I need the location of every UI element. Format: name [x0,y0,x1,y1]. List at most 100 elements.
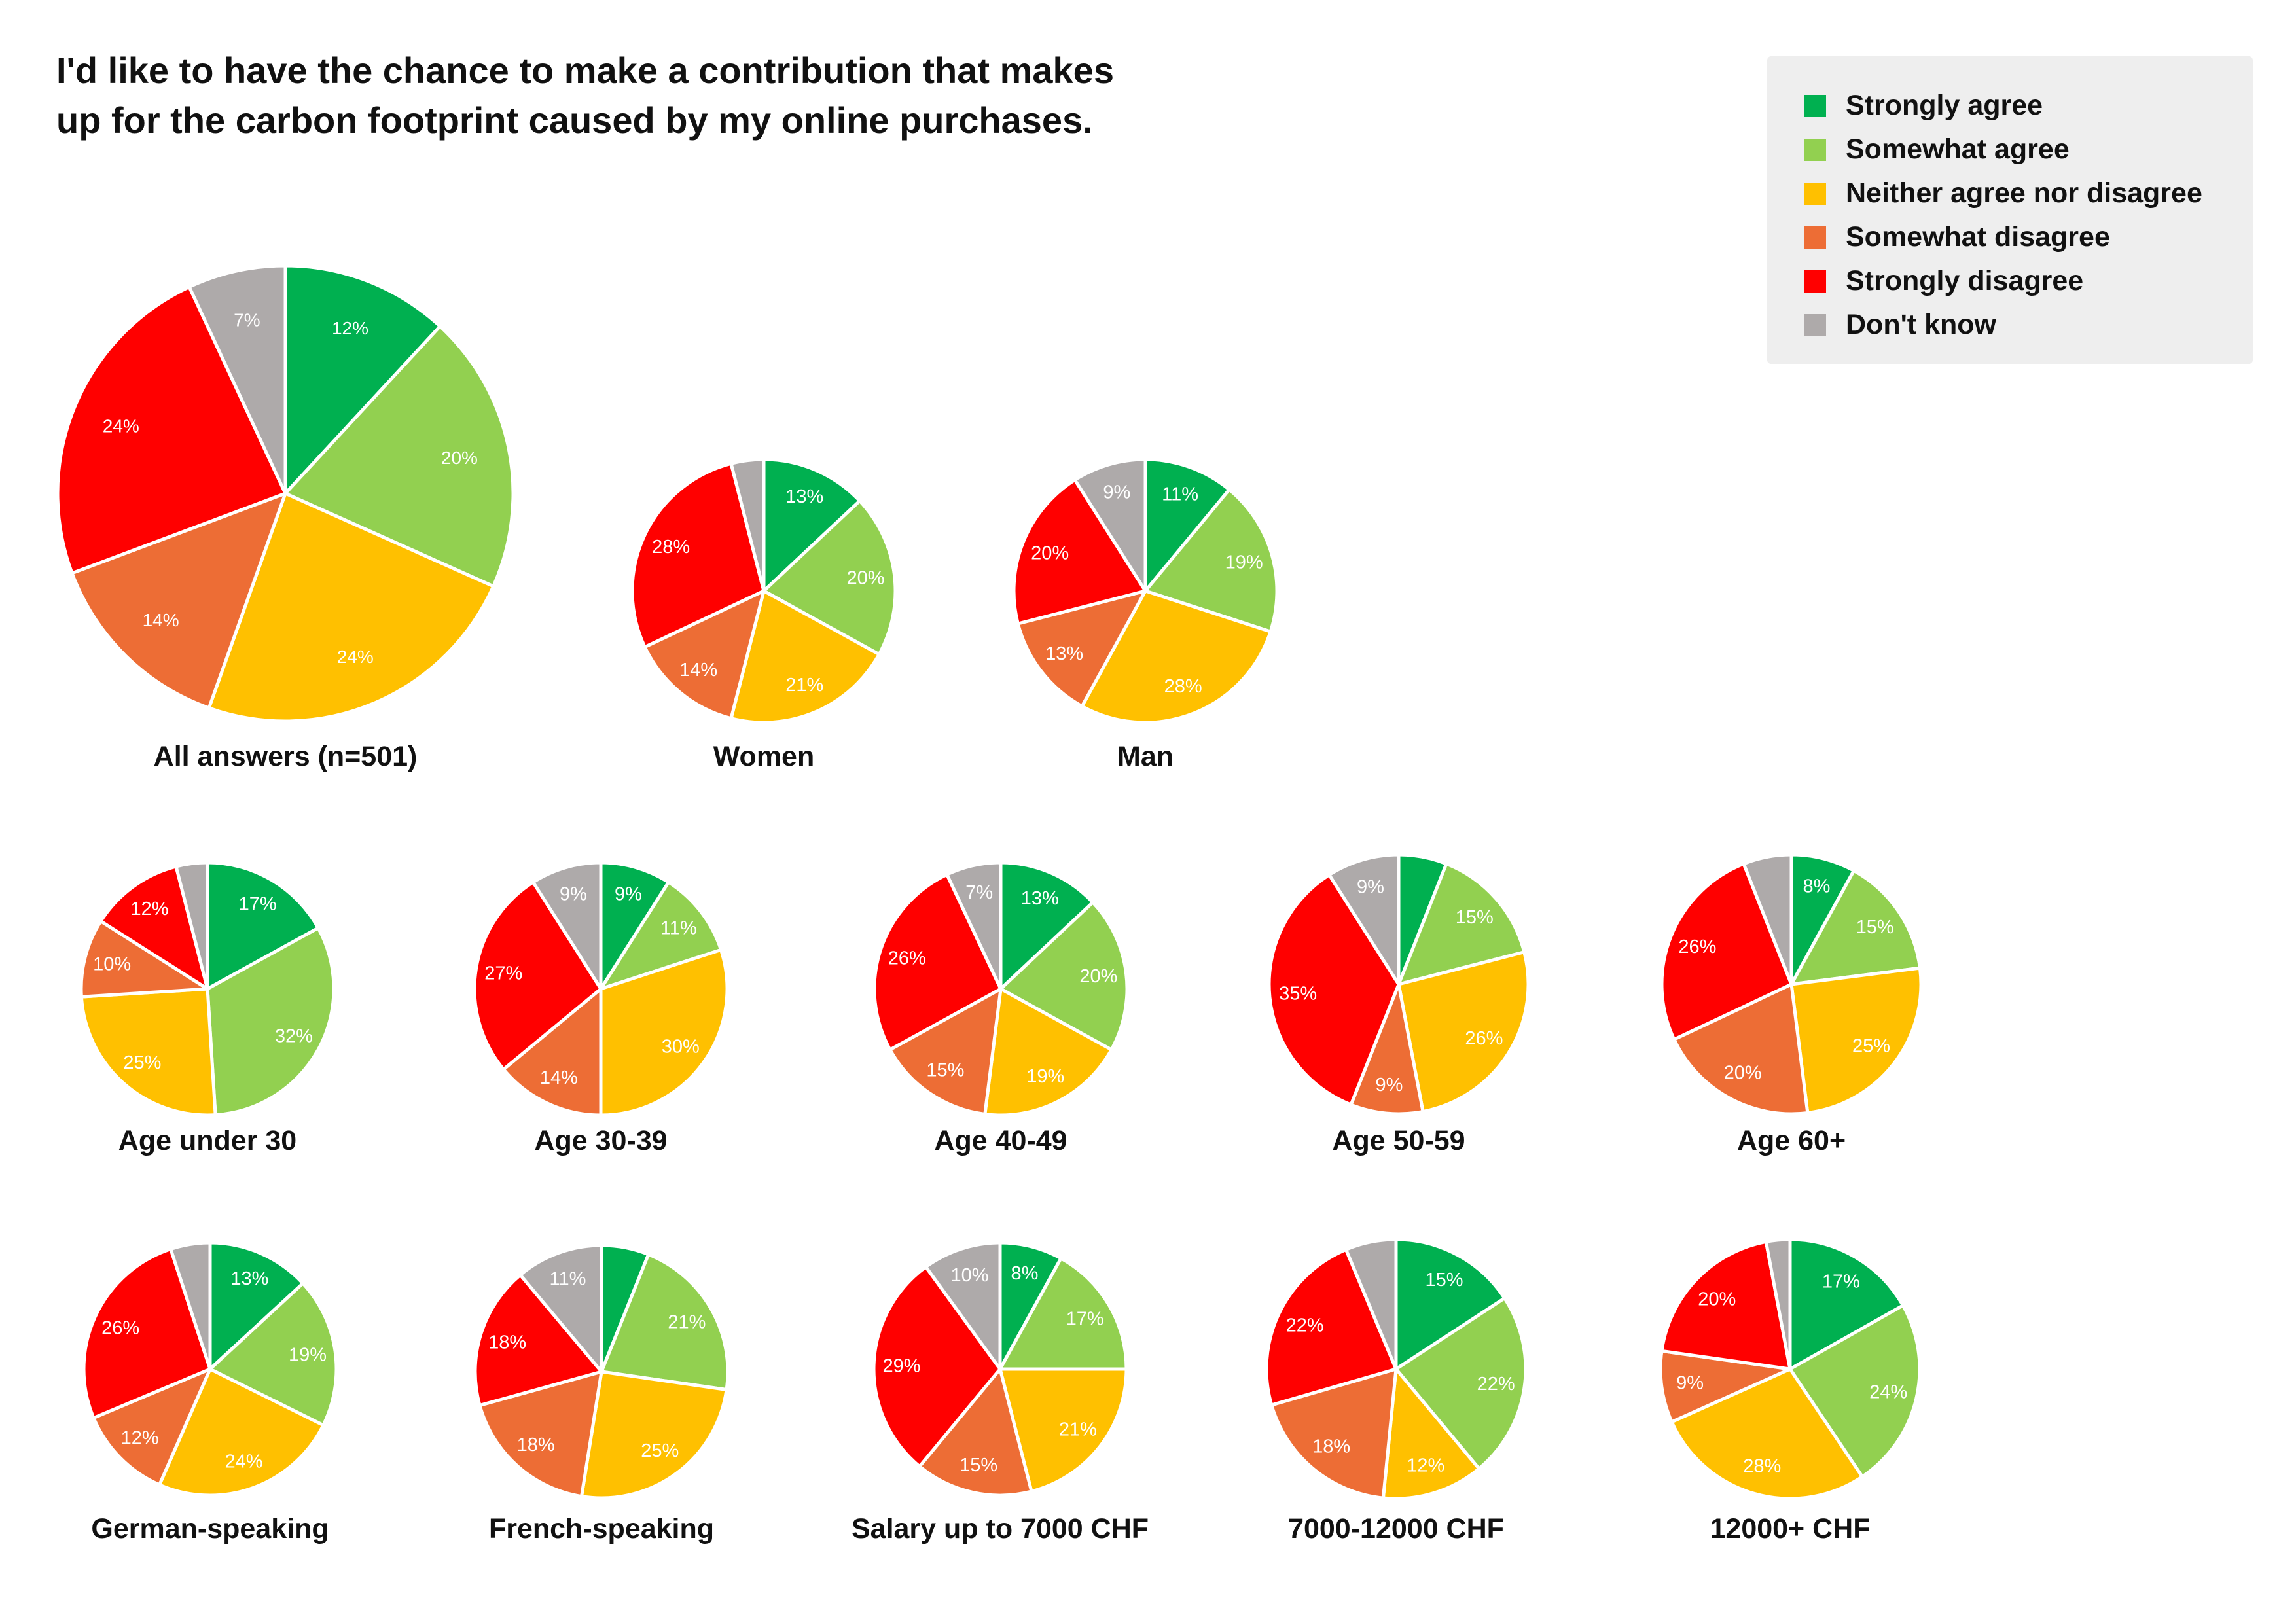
pie-german-speaking: 13% 19% 24% 12% 26% German-speaking [82,1241,338,1544]
pie-data-label: 11% [550,1269,586,1290]
pie-data-label: 17% [1822,1272,1860,1293]
pie-slice-strongly-disagree [473,1273,603,1407]
pie-slice-somewhat-disagree [1016,589,1147,708]
pie-slice-somewhat-agree [998,1257,1128,1371]
pie-slice-strongly-disagree [473,880,603,1071]
legend-item-strongly-disagree: Strongly disagree [1804,259,2253,303]
pie-data-label: 22% [1477,1374,1515,1395]
pie-slice-somewhat-agree [762,499,897,656]
pie-age-60: 8% 15% 25% 20% 26% Age 60+ [1660,853,1923,1156]
pie-slice-strongly-disagree [872,872,1003,1052]
legend-label: Somewhat disagree [1846,221,2110,253]
legend-label: Don't know [1846,309,1996,340]
pie-data-label: 11% [660,918,697,939]
pie-slice-neither-agree-nor-disagree [729,589,881,724]
pie-data-label: 15% [926,1060,964,1081]
pie-age-30-39: 9% 11% 30% 14% 27% 9% Age 30-39 [473,861,729,1156]
pie-caption: All answers (n=501) [154,741,418,772]
pie-data-label: 35% [1279,984,1317,1005]
pie-data-label: 22% [1286,1315,1324,1336]
pie-data-label: 20% [1079,966,1117,987]
pie-slice-strongly-disagree [56,285,287,575]
pie-data-label: 30% [662,1037,700,1058]
pie-slice-somewhat-agree [1397,862,1526,986]
pie-12000-chf: 17% 24% 28% 9% 20% 12000+ CHF [1659,1238,1922,1544]
pie-slice-strongly-disagree [872,1265,1002,1469]
pie-data-label: 13% [785,486,823,507]
pie-slice-strongly-agree [762,457,862,593]
pie-data-label: 9% [1376,1075,1403,1096]
pie-caption: Women [713,741,815,772]
chart-title-line-2: up for the carbon footprint caused by my… [56,99,1093,141]
pie-data-label: 7% [965,882,993,903]
pie-data-label: 7% [234,310,260,330]
pie-data-label: 9% [1357,877,1384,898]
pie-slice-somewhat-disagree [1349,982,1425,1116]
pie-age-under-30: 17% 32% 25% 10% 12% Age under 30 [79,861,336,1156]
pie-data-label: 10% [93,954,131,975]
pie-caption: 7000-12000 CHF [1288,1513,1504,1544]
pie-data-label: 12% [130,899,168,919]
pie-data-label: 12% [332,318,368,338]
pie-data-label: 18% [517,1435,555,1455]
legend-item-somewhat-disagree: Somewhat disagree [1804,215,2253,259]
pie-data-label: 20% [1031,543,1069,563]
pie-slice-strongly-disagree [1012,478,1147,626]
pie-data-label: 18% [1312,1436,1350,1457]
legend-swatch [1804,138,1826,161]
pie-caption: German-speaking [91,1513,329,1544]
pie-data-label: 15% [1456,907,1494,928]
pie-slice-neither-agree-nor-disagree [998,1367,1128,1493]
pie-data-label: 21% [1059,1419,1097,1440]
pie-data-label: 13% [1021,888,1059,909]
legend-label: Strongly disagree [1846,265,2084,296]
pie-data-label: 21% [785,675,823,696]
pie-slice-don-t-know [729,457,766,593]
pie-slice-strongly-agree [999,861,1095,991]
pie-slice-somewhat-disagree [70,491,287,710]
pie-data-label: 27% [484,963,522,984]
pie-caption: Age 50-59 [1332,1125,1465,1156]
pie-slice-neither-agree-nor-disagree [158,1367,325,1497]
pie-caption: Salary up to 7000 CHF [852,1513,1149,1544]
pie-slice-somewhat-disagree [478,1370,603,1499]
pie-data-label: 12% [1407,1455,1444,1476]
pie-age-40-49: 13% 20% 19% 15% 26% 7% Age 40-49 [872,861,1129,1156]
pie-slice-somewhat-agree [1394,1296,1528,1471]
pie-slice-neither-agree-nor-disagree [580,1370,728,1500]
legend-label: Neither agree nor disagree [1846,177,2202,209]
pie-slice-don-t-know [924,1241,1002,1371]
pie-slice-neither-agree-nor-disagree [79,987,217,1117]
pie-data-label: 10% [950,1265,988,1286]
pie-data-label: 28% [1743,1455,1781,1476]
pie-slice-don-t-know [1327,853,1401,986]
pie-slice-strongly-agree [1143,457,1231,593]
legend-swatch [1804,226,1826,249]
pie-caption: French-speaking [489,1513,714,1544]
pie-slice-somewhat-agree [999,901,1129,1052]
pie-data-label: 9% [1676,1373,1704,1394]
pie-data-label: 14% [143,610,179,630]
pie-slice-somewhat-agree [1789,868,1922,986]
pie-slice-somewhat-disagree [79,919,209,999]
pie-data-label: 20% [1724,1062,1762,1083]
pie-data-label: 8% [1803,876,1830,897]
pie-data-label: 25% [123,1052,161,1073]
legend-item-somewhat-agree: Somewhat agree [1804,128,2253,171]
legend: Strongly agree Somewhat agree Neither ag… [1767,56,2253,364]
pie-data-label: 24% [103,416,139,437]
pie-slice-somewhat-disagree [501,987,603,1117]
pie-data-label: 15% [960,1455,997,1476]
pie-slice-neither-agree-nor-disagree [983,987,1113,1117]
pie-slice-don-t-know [187,264,287,495]
pie-slice-neither-agree-nor-disagree [1397,950,1530,1113]
pie-data-label: 15% [1425,1270,1463,1291]
legend-swatch [1804,94,1826,117]
pie-slice-strongly-agree [1788,1238,1905,1371]
pie-7000-12000-chf: 15% 22% 12% 18% 22% 7000-12000 CHF [1265,1238,1528,1544]
pie-data-label: 14% [540,1067,578,1088]
pie-data-label: 15% [1856,917,1894,938]
pie-french-speaking: 21% 25% 18% 18% 11% French-speaking [473,1243,730,1544]
pie-slice-neither-agree-nor-disagree [207,491,495,723]
